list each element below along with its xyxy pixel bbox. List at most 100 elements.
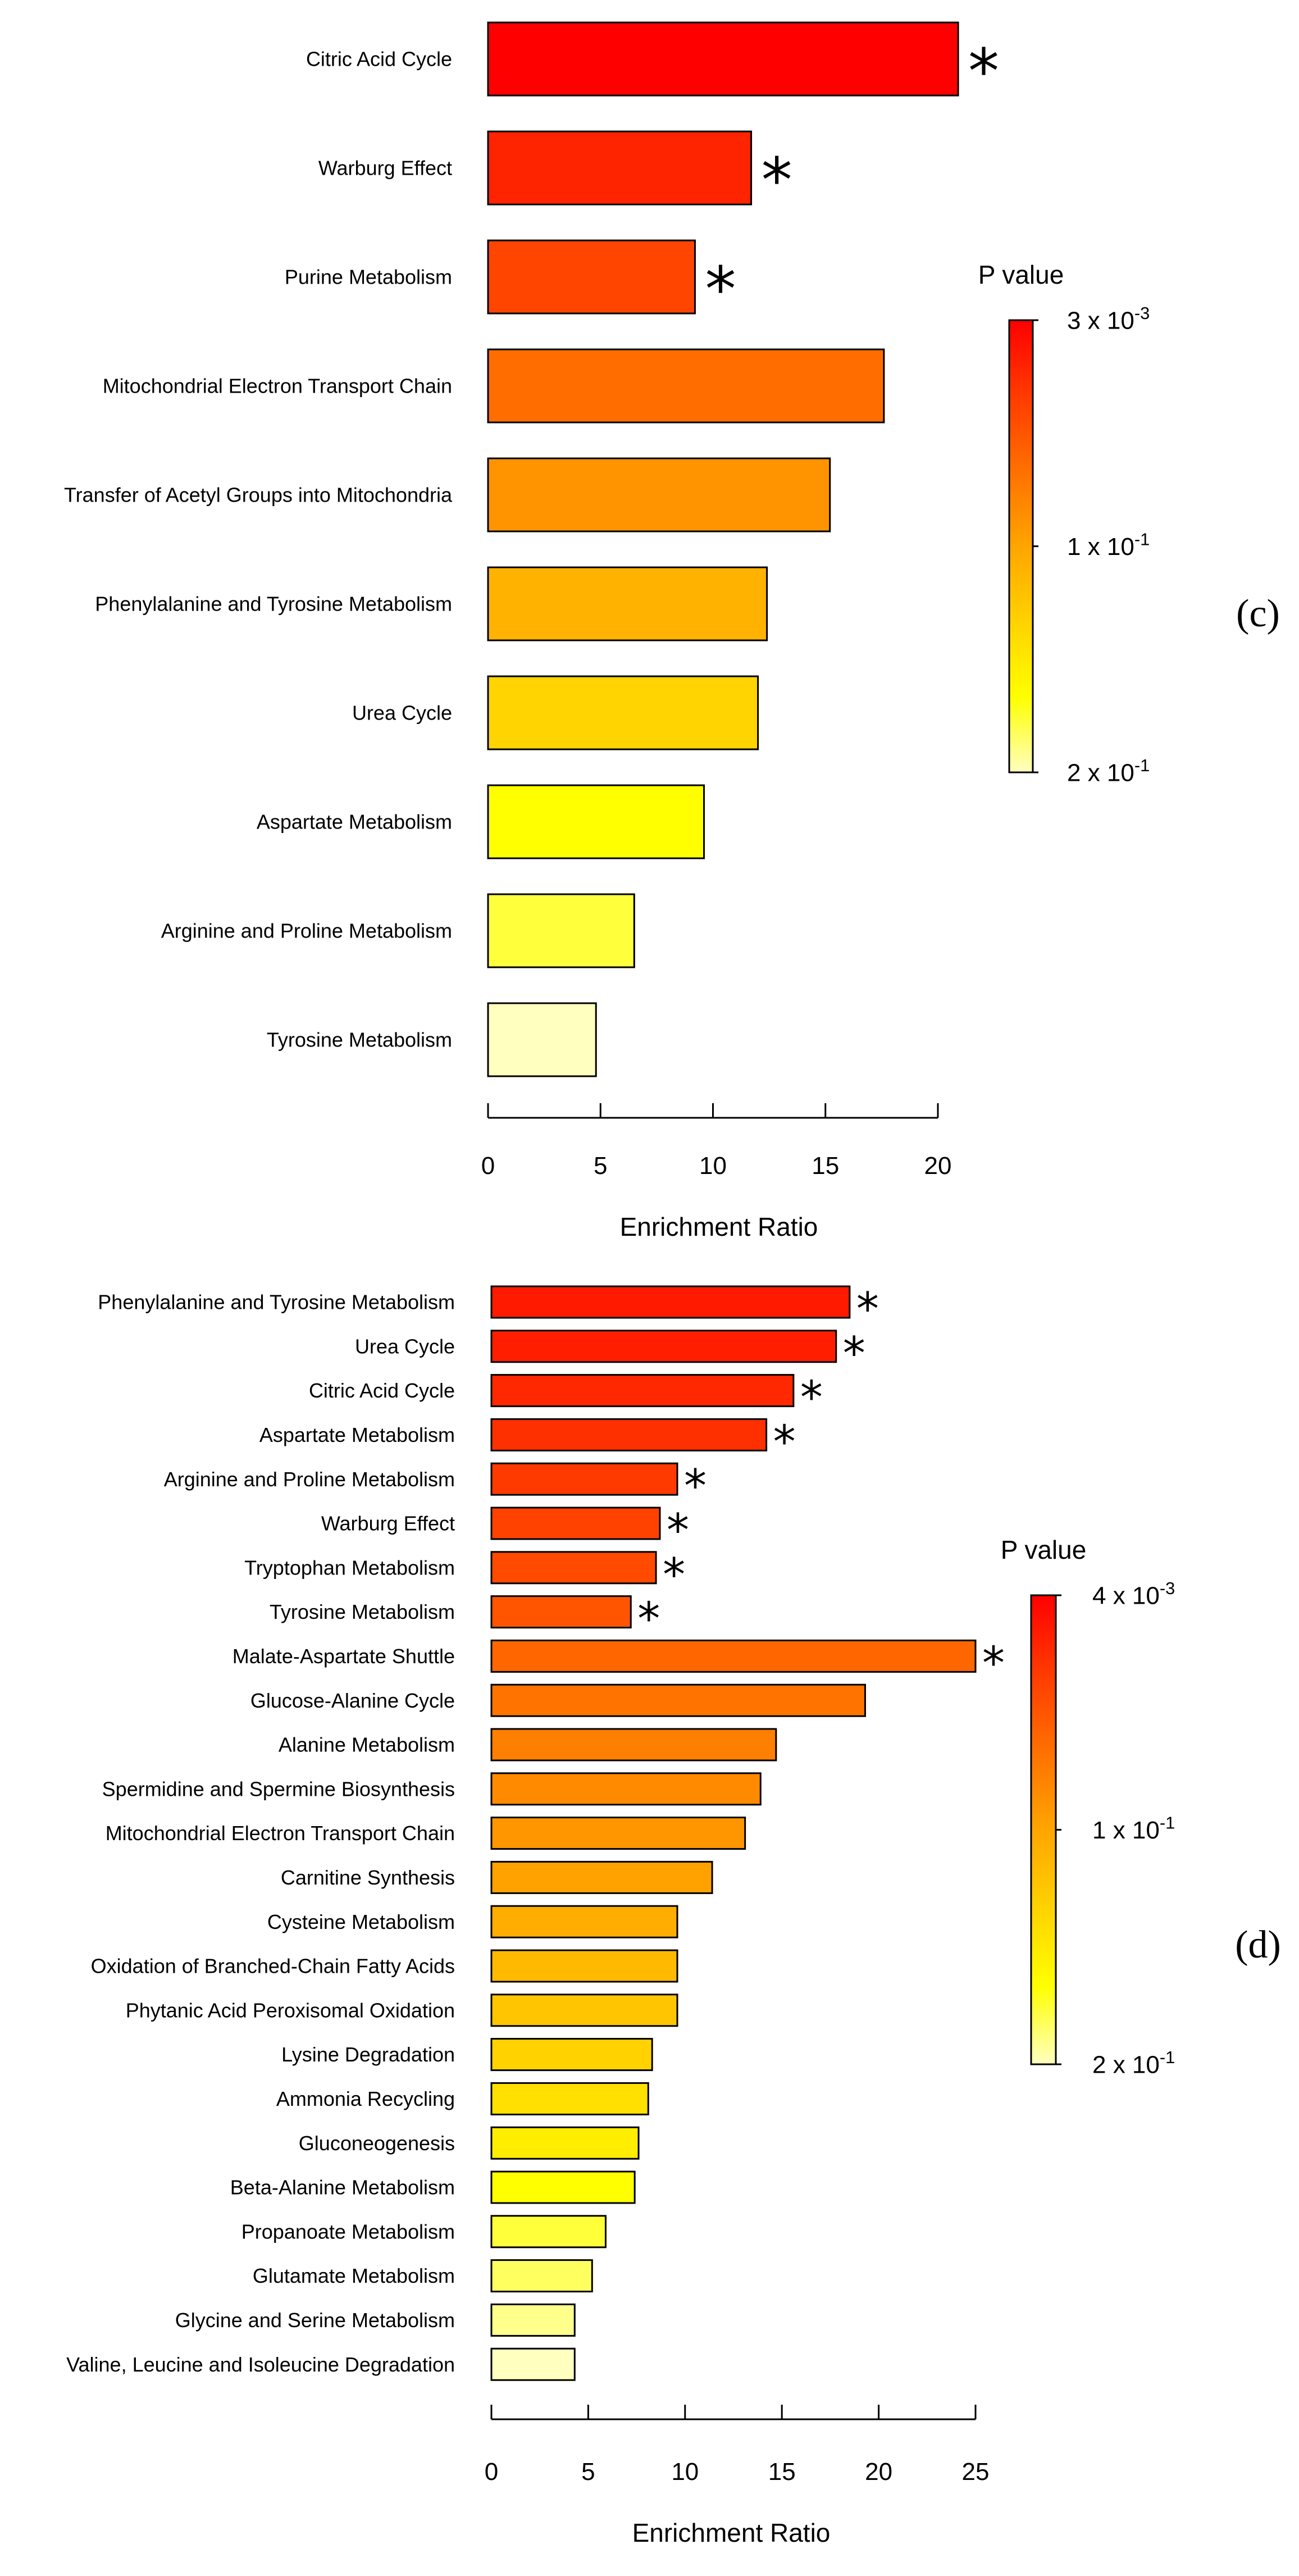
panel-d-legend-tick-label: 2 x 10-1 bbox=[1092, 2047, 1175, 2079]
panel-d-category-label: Valine, Leucine and Isoleucine Degradati… bbox=[66, 2353, 455, 2376]
panel-d-bar bbox=[490, 1860, 713, 1894]
panel-d-x-tick-label: 20 bbox=[865, 2458, 892, 2486]
panel-d-x-tick-label: 0 bbox=[485, 2458, 498, 2486]
panel-c-x-tick-label: 5 bbox=[594, 1152, 607, 1180]
panel-d-category-label: Glutamate Metabolism bbox=[253, 2264, 455, 2287]
panel-c-significance-star: * bbox=[762, 144, 792, 216]
panel-c-x-axis: 0 5 10 15 20 bbox=[481, 1103, 952, 1180]
panel-d-category-label: Malate-Aspartate Shuttle bbox=[233, 1645, 455, 1668]
panel-d-bar bbox=[490, 1639, 977, 1673]
panel-d-bar bbox=[490, 2126, 640, 2160]
panel-d-bar bbox=[490, 2082, 649, 2115]
panel-c-category-label: Tyrosine Metabolism bbox=[267, 1028, 452, 1052]
panel-d-category-label: Tyrosine Metabolism bbox=[270, 1600, 455, 1623]
panel-c-label: (c) bbox=[1236, 592, 1280, 635]
panel-d-bar bbox=[490, 1994, 678, 2027]
panel-c-bar bbox=[487, 457, 831, 533]
panel-c-category-label: Warburg Effect bbox=[318, 157, 452, 180]
panel-d-category-label: Oxidation of Branched-Chain Fatty Acids bbox=[91, 1955, 455, 1978]
panel-d-category-label: Tryptophan Metabolism bbox=[244, 1556, 455, 1579]
panel-d-significance-star: * bbox=[982, 1637, 1005, 1689]
panel-c-category-label: Citric Acid Cycle bbox=[306, 48, 452, 71]
panel-c-bar bbox=[487, 784, 705, 859]
panel-c-category-label: Transfer of Acetyl Groups into Mitochond… bbox=[64, 484, 453, 507]
panel-d-bar bbox=[490, 1507, 661, 1540]
panel-c-bar bbox=[487, 675, 759, 750]
panel-c-bar bbox=[487, 130, 753, 206]
panel-d-category-label: Aspartate Metabolism bbox=[259, 1423, 455, 1446]
panel-c-legend-tick-label: 2 x 10-1 bbox=[1067, 755, 1150, 787]
panel-d-bar bbox=[490, 2303, 576, 2337]
legend-tick-base: 3 x 10 bbox=[1067, 307, 1134, 334]
legend-tick-base: 4 x 10 bbox=[1092, 1582, 1160, 1609]
panel-c-x-tick-label: 10 bbox=[699, 1152, 727, 1180]
panel-d-legend-tick-label: 4 x 10-3 bbox=[1092, 1578, 1175, 1610]
panel-d-x-axis-title: Enrichment Ratio bbox=[632, 2518, 831, 2547]
panel-d-category-label: Spermidine and Spermine Biosynthesis bbox=[102, 1777, 455, 1800]
panel-d-bar bbox=[490, 1551, 657, 1585]
panel-d-category-label: Mitochondrial Electron Transport Chain bbox=[106, 1822, 455, 1845]
panel-d-bar bbox=[490, 2347, 576, 2381]
legend-tick-exponent: -1 bbox=[1160, 2047, 1175, 2067]
panel-c-legend-ticks: 3 x 10-31 x 10-12 x 10-1 bbox=[1033, 303, 1150, 787]
panel-c-legend-title: P value bbox=[978, 260, 1064, 289]
panel-d-bar bbox=[490, 1285, 851, 1319]
panel-c-bar bbox=[487, 566, 768, 641]
panel-d-legend-tick-label: 1 x 10-1 bbox=[1092, 1813, 1175, 1844]
panel-d-bar bbox=[490, 1905, 678, 1938]
panel-d-legend-colorbar bbox=[1030, 1594, 1057, 2065]
panel-c-category-label: Urea Cycle bbox=[352, 702, 452, 725]
legend-tick-base: 1 x 10 bbox=[1067, 533, 1134, 561]
panel-d-category-label: Beta-Alanine Metabolism bbox=[230, 2176, 455, 2199]
panel-d-significance-star: * bbox=[637, 1593, 660, 1645]
panel-d-bar bbox=[490, 1418, 768, 1451]
panel-d-category-labels: Phenylalanine and Tyrosine Metabolism Ure… bbox=[66, 1291, 455, 2376]
panel-c-category-label: Arginine and Proline Metabolism bbox=[161, 920, 452, 943]
panel-d-category-label: Arginine and Proline Metabolism bbox=[164, 1468, 455, 1491]
panel-d-bar bbox=[490, 1772, 762, 1806]
panel-c-significance-stars: * * * bbox=[705, 35, 999, 325]
panel-c-significance-star: * bbox=[705, 253, 736, 325]
panel-c-x-tick-label: 15 bbox=[812, 1152, 839, 1180]
legend-tick-base: 1 x 10 bbox=[1092, 1817, 1160, 1844]
panel-d-bar bbox=[490, 2038, 653, 2072]
panel-d-bar bbox=[490, 2170, 636, 2204]
panel-d-significance-star: * bbox=[667, 1504, 689, 1556]
panel-d-bar bbox=[490, 2259, 593, 2293]
legend-tick-base: 2 x 10 bbox=[1067, 759, 1134, 786]
panel-d-x-tick-label: 10 bbox=[671, 2458, 699, 2486]
panel-c-category-label: Purine Metabolism bbox=[285, 266, 452, 289]
panel-d-legend-title: P value bbox=[1001, 1535, 1087, 1564]
panel-d-category-label: Citric Acid Cycle bbox=[309, 1379, 455, 1402]
panel-c-x-axis-title: Enrichment Ratio bbox=[620, 1212, 818, 1241]
panel-d-category-label: Urea Cycle bbox=[355, 1335, 455, 1358]
panel-d-bar bbox=[490, 1374, 795, 1408]
panel-d-category-label: Cysteine Metabolism bbox=[267, 1910, 455, 1933]
panel-d-bar bbox=[490, 1728, 777, 1762]
panel-c-bar bbox=[487, 21, 959, 97]
panel-c-category-label: Mitochondrial Electron Transport Chain bbox=[103, 375, 452, 398]
panel-d-x-tick-label: 25 bbox=[962, 2458, 990, 2486]
panel-d-label: (d) bbox=[1235, 1923, 1281, 1967]
panel-d-bar bbox=[490, 1330, 837, 1363]
panel-d-bar bbox=[490, 1817, 746, 1850]
panel-d-significance-star: * bbox=[800, 1372, 823, 1424]
panel-d-significance-star: * bbox=[773, 1416, 796, 1468]
panel-c-chart: Citric Acid Cycle Warburg Effect Purine Me… bbox=[64, 21, 1280, 1241]
panel-c-x-tick-label: 20 bbox=[924, 1152, 952, 1180]
panel-d-x-tick-label: 15 bbox=[768, 2458, 796, 2486]
panel-d-category-label: Glucose-Alanine Cycle bbox=[250, 1689, 455, 1712]
panel-c-bar bbox=[487, 893, 635, 968]
panel-c-bars bbox=[487, 21, 959, 1077]
panel-d-category-label: Carnitine Synthesis bbox=[281, 1866, 455, 1889]
panel-d-category-label: Gluconeogenesis bbox=[299, 2132, 455, 2155]
panel-d-category-label: Alanine Metabolism bbox=[279, 1733, 455, 1756]
legend-tick-exponent: -1 bbox=[1134, 529, 1150, 549]
panel-d-category-label: Propanoate Metabolism bbox=[241, 2220, 455, 2243]
panel-d-significance-stars: ********* bbox=[637, 1283, 1005, 1689]
panel-d-bar bbox=[490, 2215, 607, 2249]
panel-c-bar bbox=[487, 239, 696, 315]
panel-d-legend-ticks: 4 x 10-31 x 10-12 x 10-1 bbox=[1056, 1578, 1175, 2079]
panel-d-category-label: Lysine Degradation bbox=[281, 2043, 455, 2066]
